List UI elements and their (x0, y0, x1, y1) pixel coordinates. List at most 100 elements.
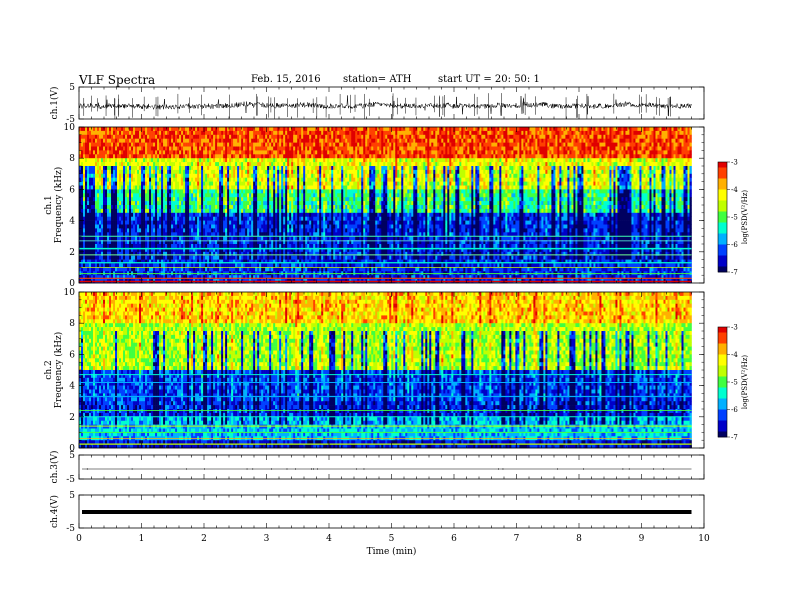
spectrogram-cell (105, 225, 107, 229)
spectrogram-cell (101, 217, 103, 221)
spectrogram-cell (143, 193, 145, 197)
spectrogram-cell (141, 182, 143, 186)
spectrogram-cell (85, 256, 87, 260)
spectrogram-cell (125, 197, 127, 201)
spectrogram-cell (195, 217, 197, 221)
spectrogram-cell (197, 150, 199, 154)
spectrogram-cell (177, 228, 179, 232)
spectrogram-cell (105, 197, 107, 201)
spectrogram-cell (151, 178, 153, 182)
spectrogram-cell (159, 267, 161, 271)
spectrogram-cell (203, 193, 205, 197)
spectrogram-cell (195, 139, 197, 143)
spectrogram-cell (195, 178, 197, 182)
spectrogram-cell (173, 182, 175, 186)
spectrogram-cell (173, 166, 175, 170)
spectrogram-cell (191, 217, 193, 221)
spectrogram-cell (83, 127, 85, 131)
spectrogram-cell (197, 162, 199, 166)
spectrogram-cell (83, 170, 85, 174)
spectrogram-cell (193, 143, 195, 147)
spectrogram-cell (135, 139, 137, 143)
spectrogram-cell (135, 186, 137, 190)
spectrogram-cell (161, 135, 163, 139)
spectrogram-cell (143, 201, 145, 205)
spectrogram-cell (169, 147, 171, 151)
spectrogram-cell (193, 186, 195, 190)
spectrogram-cell (145, 189, 147, 193)
spectrogram-cell (141, 209, 143, 213)
spectrogram-cell (179, 170, 181, 174)
spectrogram-cell (93, 131, 95, 135)
spectrogram-cell (203, 170, 205, 174)
spectrogram-cell (183, 139, 185, 143)
spectrogram-cell (173, 154, 175, 158)
spectrogram-cell (169, 244, 171, 248)
spectrogram-cell (185, 256, 187, 260)
spectrogram-cell (171, 236, 173, 240)
spectrogram-cell (121, 162, 123, 166)
spectrogram-cell (139, 166, 141, 170)
spectrogram-cell (177, 201, 179, 205)
spectrogram-cell (161, 217, 163, 221)
spectrogram-cell (177, 131, 179, 135)
spectrogram-cell (143, 228, 145, 232)
spectrogram-cell (141, 178, 143, 182)
spectrogram-cell (185, 135, 187, 139)
spectrogram-cell (149, 225, 151, 229)
spectrogram-cell (179, 127, 181, 131)
spectrogram-cell (169, 228, 171, 232)
spectrogram-cell (129, 236, 131, 240)
spectrogram-cell (137, 178, 139, 182)
spectrogram-cell (97, 150, 99, 154)
spectrogram-cell (171, 166, 173, 170)
spectrogram-cell (161, 236, 163, 240)
spectrogram-cell (117, 174, 119, 178)
spectrogram-cell (115, 186, 117, 190)
spectrogram-cell (101, 158, 103, 162)
spectrogram-cell (189, 135, 191, 139)
spectrogram-cell (141, 193, 143, 197)
spectrogram-cell (173, 131, 175, 135)
spectrogram-cell (191, 182, 193, 186)
spectrogram-cell (93, 193, 95, 197)
spectrogram-cell (197, 186, 199, 190)
spectrogram-cell (87, 162, 89, 166)
spectrogram-cell (109, 170, 111, 174)
vlf-spectra-figure: 5-5ch.1(V)0246810Frequency (kHz)ch.1-3-4… (0, 0, 792, 612)
spectrogram-cell (95, 135, 97, 139)
spectrogram-cell (109, 178, 111, 182)
spectrogram-cell (203, 205, 205, 209)
spectrogram-cell (113, 158, 115, 162)
spectrogram-cell (163, 162, 165, 166)
spectrogram-cell (185, 201, 187, 205)
spectrogram-cell (129, 150, 131, 154)
spectrogram-cell (173, 217, 175, 221)
spectrogram-cell (95, 127, 97, 131)
spectrogram-cell (87, 267, 89, 271)
spectrogram-cell (161, 189, 163, 193)
spectrogram-cell (185, 213, 187, 217)
spectrogram-cell (127, 154, 129, 158)
spectrogram-cell (91, 256, 93, 260)
spectrogram-cell (131, 267, 133, 271)
spectrogram-cell (149, 182, 151, 186)
spectrogram-cell (173, 189, 175, 193)
spectrogram-cell (203, 154, 205, 158)
spectrogram-cell (169, 205, 171, 209)
spectrogram-cell (133, 228, 135, 232)
spectrogram-cell (129, 193, 131, 197)
spectrogram-cell (115, 197, 117, 201)
spectrogram-cell (167, 182, 169, 186)
spectrogram-cell (93, 189, 95, 193)
spectrogram-cell (121, 244, 123, 248)
spectrogram-cell (127, 213, 129, 217)
spectrogram-cell (119, 182, 121, 186)
spectrogram-cell (101, 267, 103, 271)
spectrogram-cell (123, 205, 125, 209)
spectrogram-cell (145, 135, 147, 139)
spectrogram-cell (143, 127, 145, 131)
spectrogram-cell (157, 174, 159, 178)
spectrogram-cell (135, 217, 137, 221)
spectrogram-cell (89, 147, 91, 151)
